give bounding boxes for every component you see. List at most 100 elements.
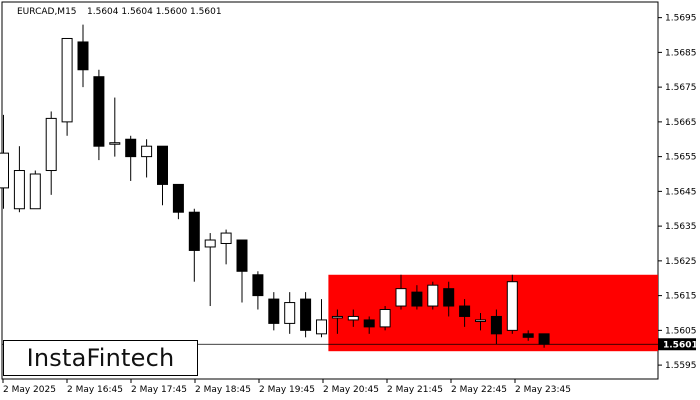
candle-body-bullish [13, 170, 25, 210]
candle-body-bullish [220, 232, 232, 244]
candle-body-bearish [268, 298, 280, 324]
candle [411, 285, 423, 310]
candle [141, 139, 153, 178]
candle [316, 299, 327, 338]
candle [204, 233, 216, 307]
candle-body-bearish [252, 274, 264, 297]
y-tick-label: 1.5645 [665, 187, 697, 197]
candle [490, 309, 502, 345]
x-tick-label: 2 May 2025 [3, 385, 56, 395]
candle-body-bearish [443, 288, 455, 307]
x-tick-label: 2 May 17:45 [131, 385, 187, 395]
candle-body-bullish [331, 315, 343, 319]
candle-body-bullish [61, 37, 73, 123]
candle-body-bullish [109, 142, 121, 145]
y-tick-label: 1.5695 [665, 14, 697, 24]
candle-body-bullish [395, 288, 407, 307]
candle [363, 316, 375, 334]
y-tick-label: 1.5635 [665, 222, 697, 232]
x-tick-label: 2 May 19:45 [259, 385, 315, 395]
candle-body-bearish [459, 305, 471, 317]
y-tick-label: 1.5665 [665, 118, 697, 128]
candle [379, 306, 391, 331]
candle-body-bullish [141, 145, 153, 158]
candle-body-bullish [347, 315, 359, 321]
candle [347, 309, 359, 327]
x-tick-label: 2 May 20:45 [323, 385, 379, 395]
candle [475, 312, 486, 331]
y-tick-label: 1.5675 [665, 83, 697, 93]
x-tick-label: 2 May 23:45 [515, 385, 571, 395]
candle [61, 37, 73, 136]
candle [522, 330, 534, 341]
chart-ohlc-label: 1.5604 1.5604 1.5600 1.5601 [87, 7, 222, 17]
y-tick-label: 1.5655 [665, 153, 697, 163]
candle [157, 145, 168, 206]
instafintech-logo: InstaFintech [3, 340, 198, 376]
candle-body-bearish [157, 145, 168, 185]
candle-body-bullish [506, 281, 518, 331]
candle [427, 281, 439, 310]
y-tick-label: 1.5685 [665, 48, 697, 58]
candle [0, 114, 9, 209]
candle [443, 281, 455, 317]
x-tick-label: 2 May 18:45 [195, 385, 251, 395]
pattern-zone [328, 274, 658, 352]
candle-body-bullish [45, 117, 57, 172]
candle-body-bullish [475, 319, 486, 322]
candle [220, 229, 232, 265]
candle [45, 111, 57, 195]
candle [284, 292, 296, 334]
candle [77, 24, 89, 88]
candle-body-bullish [29, 173, 41, 210]
candle-body-bearish [300, 298, 312, 331]
y-axis: 1.5695 1.5685 1.5675 1.5665 1.5655 1.5645 1.56… [658, 14, 697, 371]
x-tick-label: 2 May 16:45 [67, 385, 123, 395]
x-axis: 2 May 2025 2 May 16:45 2 May 17:45 2 May 18… [2, 379, 571, 395]
candle [236, 239, 248, 303]
candle-body-bearish [538, 333, 550, 345]
candle [109, 97, 121, 157]
y-tick-label: 1.5595 [665, 361, 697, 371]
candle [331, 309, 343, 334]
candle-body-bearish [522, 333, 534, 338]
candle-body-bearish [188, 211, 200, 251]
candle [13, 146, 25, 213]
x-tick-label: 2 May 21:45 [387, 385, 443, 395]
candle [506, 274, 518, 334]
y-tick-label: 1.5605 [665, 326, 697, 336]
x-tick-label: 2 May 22:45 [451, 385, 507, 395]
candle-body-bullish [0, 152, 9, 189]
y-tick-label: 1.5625 [665, 257, 697, 267]
candle-body-bearish [490, 315, 502, 335]
candles-layer [0, 24, 550, 348]
candle [459, 299, 471, 327]
y-tick-label: 1.5615 [665, 292, 697, 302]
candle [252, 271, 264, 310]
candle-body-bullish [379, 309, 391, 328]
candle [268, 292, 280, 331]
price-tag-label: 1.5601 [663, 340, 698, 350]
candle-body-bullish [284, 302, 296, 324]
candle-body-bearish [125, 138, 137, 158]
candle [93, 69, 105, 161]
candle-body-bullish [316, 319, 327, 335]
candle-body-bearish [236, 239, 248, 272]
candle [300, 292, 312, 338]
candle-body-bearish [172, 183, 184, 213]
price-tag-background [658, 338, 696, 351]
candle-body-bullish [427, 284, 439, 307]
candle [188, 208, 200, 282]
candle [395, 274, 407, 310]
candle [172, 183, 184, 220]
candle-body-bearish [93, 76, 105, 147]
price-tag: 1.5601 [658, 338, 698, 351]
candle-body-bearish [411, 291, 423, 307]
candle [29, 170, 41, 210]
candle-body-bearish [77, 41, 89, 71]
logo-text: InstaFintech [26, 344, 175, 372]
candle [125, 135, 137, 181]
candle-body-bullish [204, 239, 216, 248]
candle-body-bearish [363, 319, 375, 328]
